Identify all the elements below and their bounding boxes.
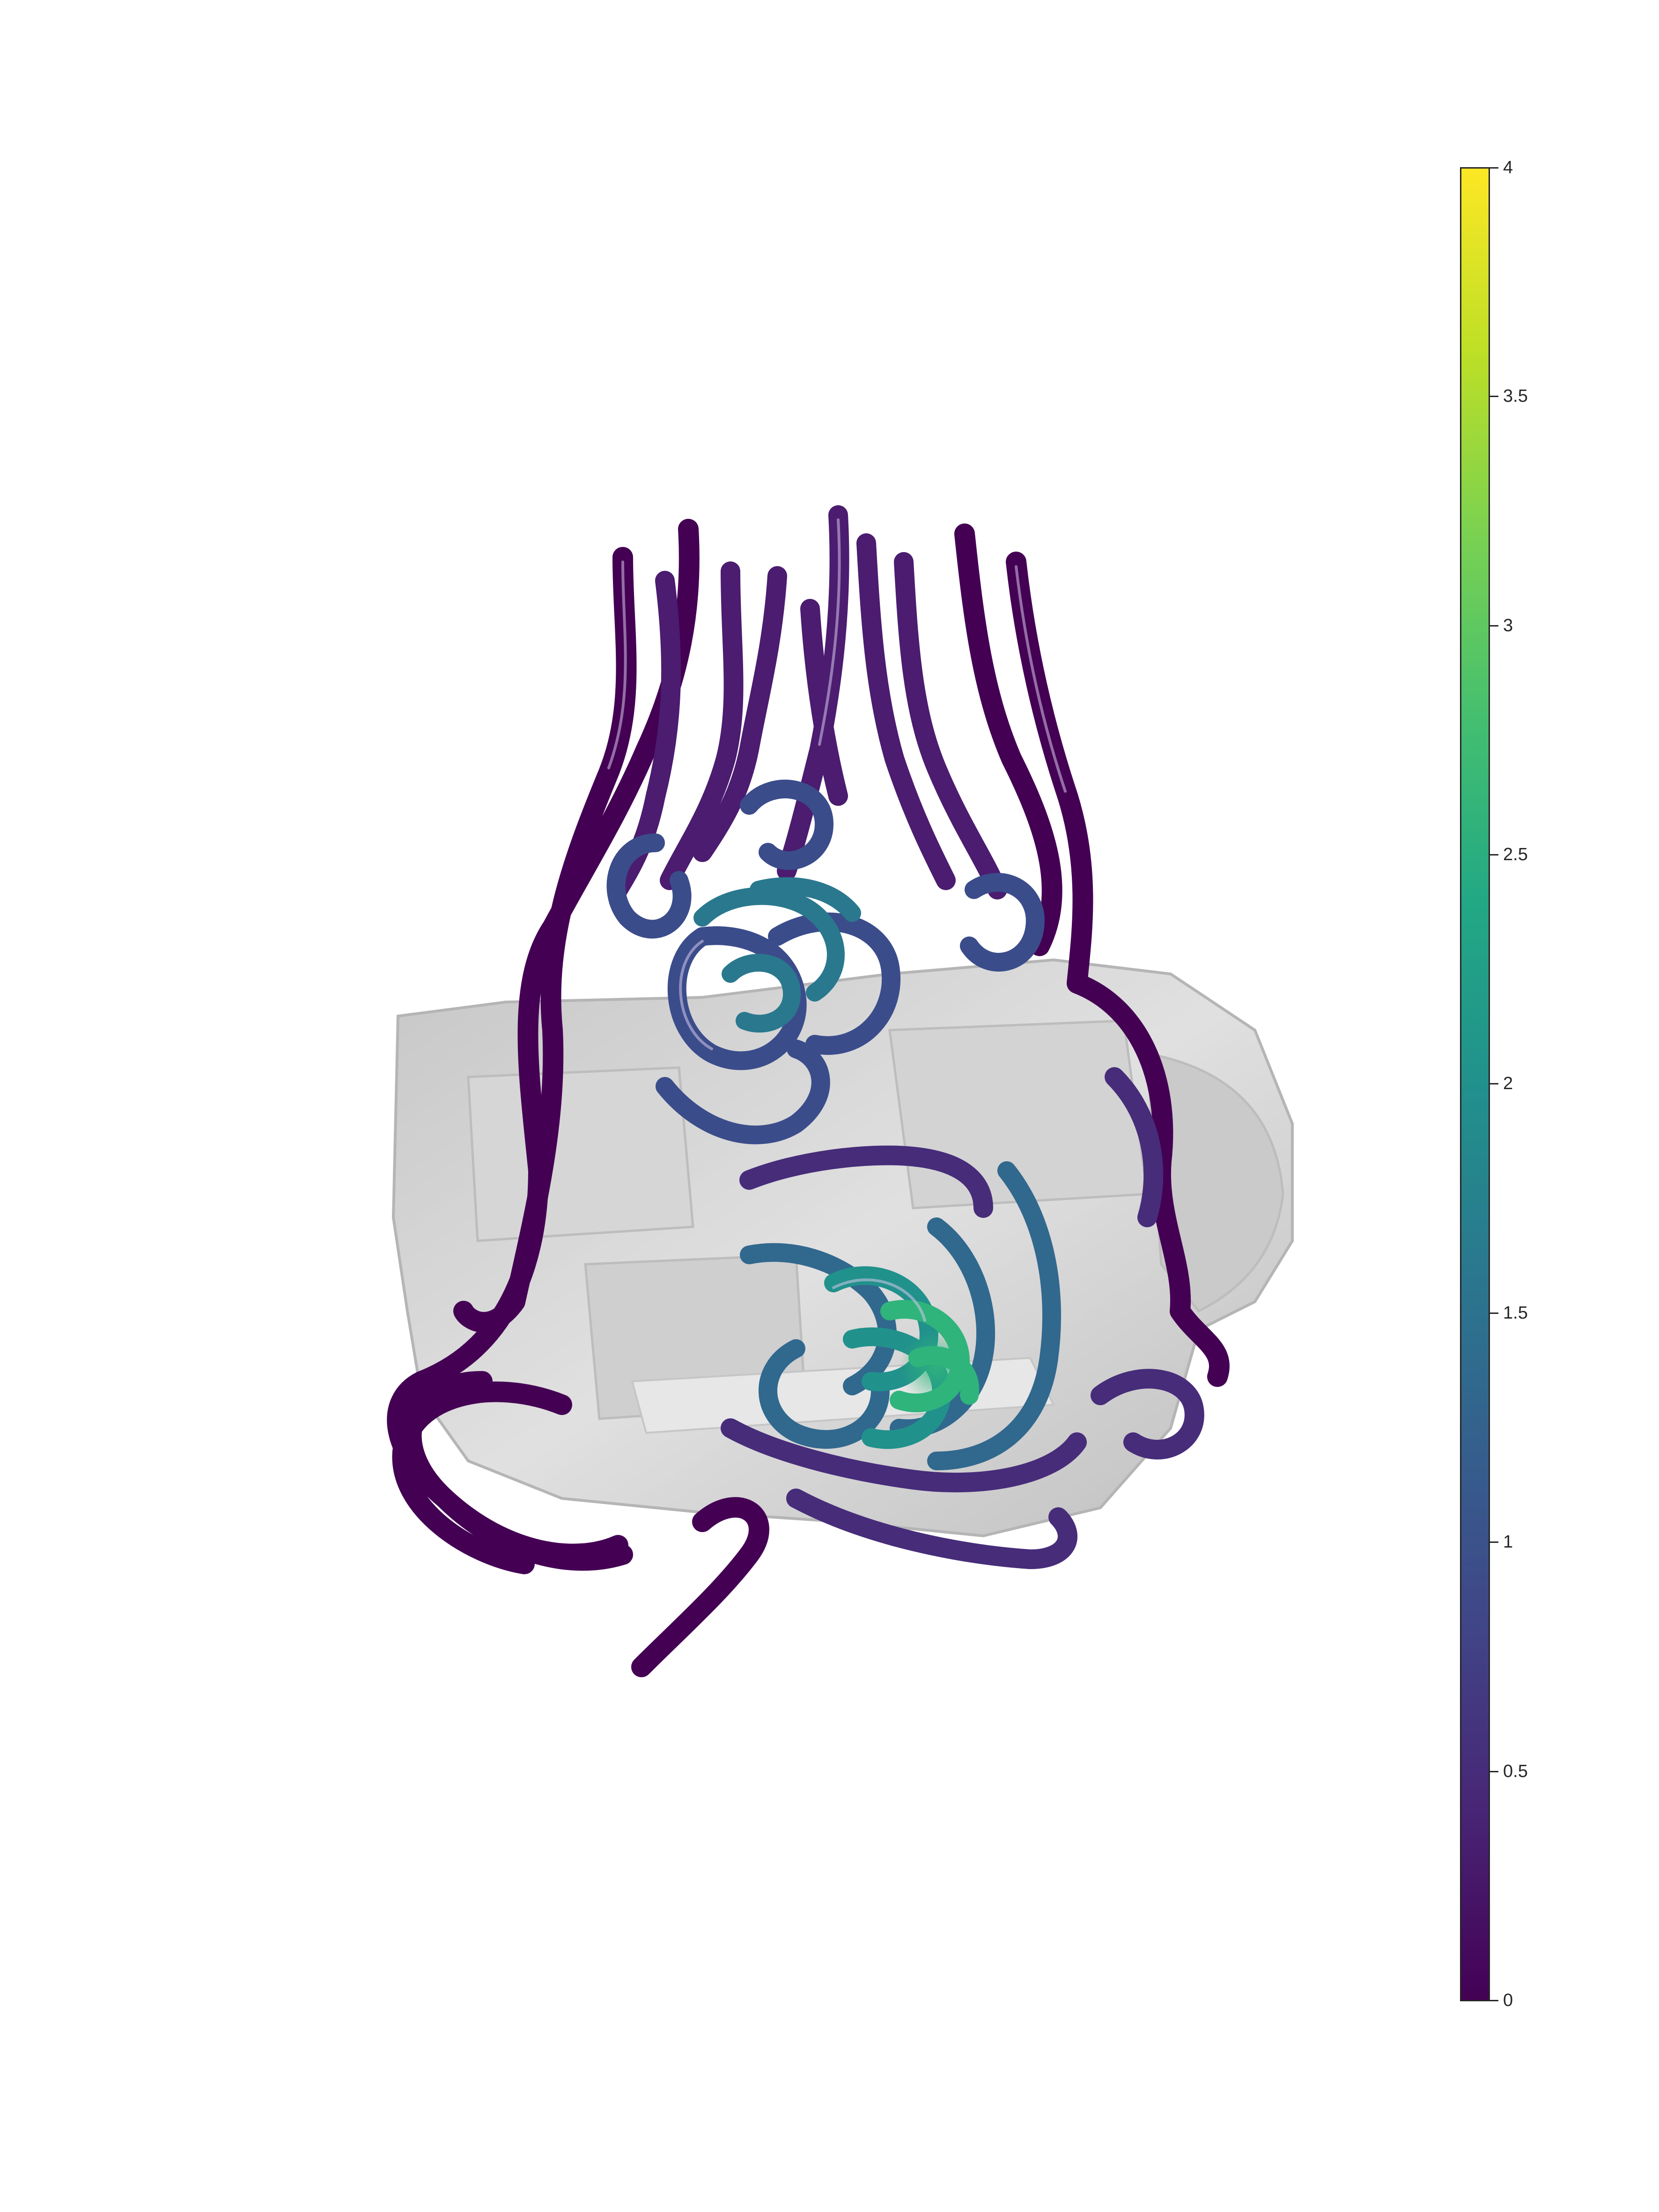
colorbar-tick xyxy=(1490,625,1498,627)
colorbar-tick-label: 2 xyxy=(1503,1074,1513,1093)
colorbar-tick-label: 3.5 xyxy=(1503,386,1528,406)
colorbar-tick-label: 1.5 xyxy=(1503,1303,1528,1323)
colorbar-tick xyxy=(1490,167,1498,169)
colorbar-tick xyxy=(1490,1541,1498,1543)
colorbar xyxy=(1460,167,1490,2001)
colorbar-tick xyxy=(1490,2000,1498,2001)
colorbar-tick-label: 3 xyxy=(1503,616,1513,635)
colorbar-tick-label: 0 xyxy=(1503,1991,1513,2010)
colorbar-tick-label: 0.5 xyxy=(1503,1762,1528,1781)
colorbar-tick xyxy=(1490,1083,1498,1084)
colorbar-tick-label: 4 xyxy=(1503,158,1513,177)
colorbar-tick xyxy=(1490,854,1498,855)
colorbar-tick-label: 2.5 xyxy=(1503,845,1528,864)
colorbar-tick xyxy=(1490,396,1498,397)
streamlines xyxy=(387,505,1230,1677)
gray-shell xyxy=(391,958,1294,1538)
colorbar-tick xyxy=(1490,1771,1498,1772)
colorbar-tick xyxy=(1490,1312,1498,1314)
colorbar-tick-label: 1 xyxy=(1503,1532,1513,1552)
